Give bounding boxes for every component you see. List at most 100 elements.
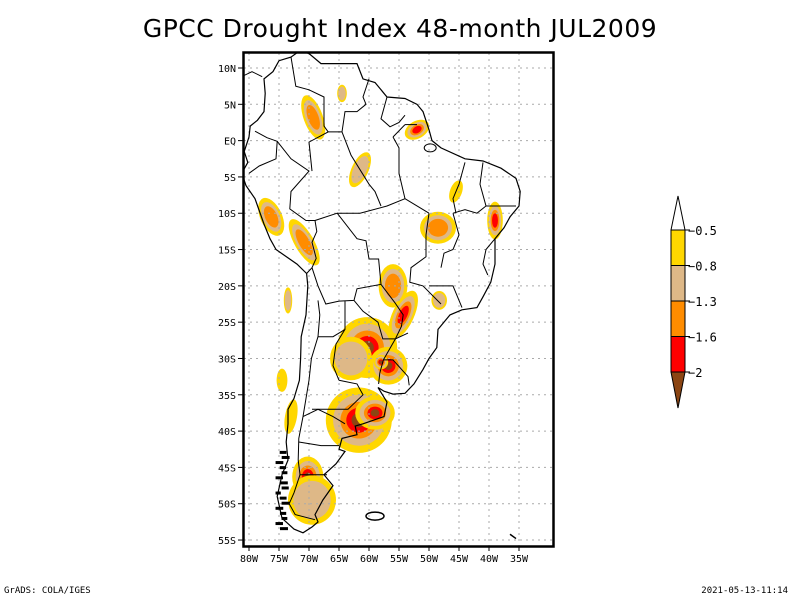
drought-contour-class-5 [370,409,380,417]
drought-contour-class-4 [492,213,498,228]
archipelago-fragment [279,511,287,515]
country-border [332,301,346,381]
legend-swatch-4 [670,336,686,373]
country-border [392,136,430,214]
drought-contour-class-2 [334,341,368,376]
legend-label: −1.3 [688,295,717,309]
legend-label: −0.8 [688,260,717,274]
country-border [378,359,410,386]
legend-cap-bottom [670,371,686,409]
country-border [337,198,406,214]
country-border [298,441,339,447]
drought-contour-class-3 [306,105,320,130]
drought-contour-class-4 [412,125,422,134]
y-tick-label: 5S [224,173,236,184]
country-border [288,300,321,521]
country-border [380,96,406,128]
drought-contour-class-2 [433,293,446,308]
legend-swatch-2 [670,265,686,302]
y-tick-label: 15S [218,246,236,257]
x-tick-label: 50W [420,554,439,565]
archipelago-fragment [275,522,283,526]
y-tick-label: 35S [218,391,236,402]
country-border [341,131,382,207]
country-border [312,379,364,410]
archipelago-fragment [279,481,288,485]
y-tick-label: 40S [218,427,236,438]
color-legend: −0.5 −0.8 −1.3 −1.6 −2 [670,195,717,409]
archipelago-fragment [279,527,288,531]
archipelago-fragment [275,491,281,495]
legend-label: −0.5 [688,224,717,238]
coastline [244,53,521,534]
country-border [306,220,318,274]
country-border [440,213,460,268]
country-border [302,408,346,425]
archipelago-fragment [281,455,290,459]
country-border [452,162,466,214]
drought-contour-class-3 [384,273,402,299]
x-tick-label: 45W [450,554,469,565]
drought-contour-class-3 [427,218,449,237]
coastline-borders [244,53,521,540]
archipelago-fragment [281,486,289,490]
map-title: GPCC Drought Index 48-month JUL2009 [142,14,658,43]
x-tick-label: 65W [330,554,349,565]
x-tick-label: 60W [360,554,379,565]
country-border [429,285,463,308]
country-border [311,212,382,305]
legend-swatch-3 [670,300,686,337]
drought-contour-class-3 [295,229,313,256]
drought-contour-class-2 [284,290,292,311]
y-tick-label: 10S [218,209,236,220]
x-tick-label: 75W [270,554,289,565]
falkland-islands [365,511,385,521]
y-tick-label: 20S [218,282,236,293]
legend-label: −2 [688,366,702,380]
axis-labels: 10N 5N EQ 5S 10S 15S 20S 25S 30S 35S 40S 45S 50S 55S 8… [218,64,529,565]
archipelago-fragment [279,450,287,454]
country-border [276,140,315,221]
drought-contour-class-2 [293,480,331,520]
y-tick-label: 5N [224,100,236,111]
archipelago-fragment [275,506,284,510]
map-frame [242,51,555,548]
drought-contour-class-2 [338,86,346,101]
footer-credit: GrADS: COLA/IGES [4,586,91,596]
archipelago-fragment [275,476,283,480]
archipelago-fragment [281,471,288,475]
x-tick-label: 55W [390,554,409,565]
drought-contour-class-5 [379,360,383,364]
x-tick-label: 35W [510,554,529,565]
y-tick-label: 50S [218,500,236,511]
country-border [392,124,406,138]
country-border [382,332,409,361]
x-tick-label: 40W [480,554,499,565]
marajo-island [423,143,437,153]
country-border [452,162,487,214]
y-tick-label: 55S [218,536,236,547]
drought-contour-class-3 [263,206,279,228]
y-tick-label: 25S [218,318,236,329]
archipelago-fragment [279,496,287,500]
country-border [248,130,278,174]
country-border [409,213,442,305]
y-tick-label: 10N [218,64,236,75]
y-tick-label: EQ [224,137,236,148]
drought-fill-layer [258,84,503,525]
x-tick-label: 80W [240,554,259,565]
legend-label: −1.6 [688,331,717,345]
country-border [318,328,346,338]
archipelago-fragment [279,466,287,470]
y-tick-label: 30S [218,354,236,365]
country-border [308,78,370,172]
legend-swatch-1 [670,229,686,266]
legend-cap-top [670,195,686,231]
y-tick-label: 45S [218,463,236,474]
archipelago-fragment [281,501,290,505]
central-america-coast [244,71,263,78]
archipelago-fragment [281,516,288,520]
country-border [482,238,496,276]
archipelago-fragment [275,461,284,465]
